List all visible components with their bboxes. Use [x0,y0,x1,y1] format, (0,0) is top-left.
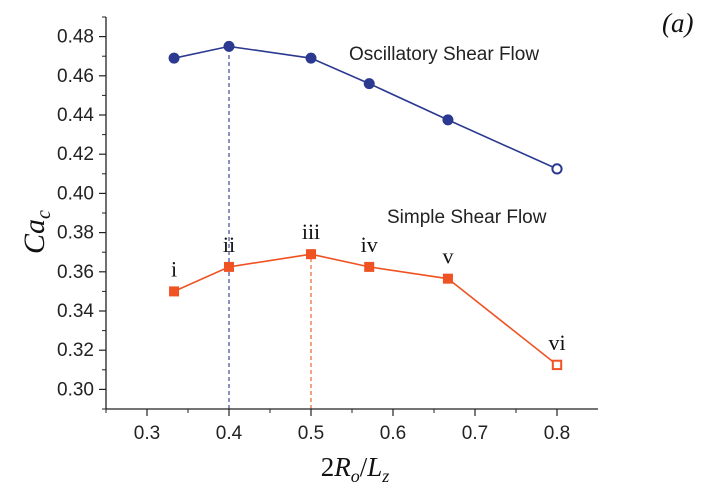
y-axis-label-main: Ca [18,219,51,254]
series-line-oscillatory [173,45,558,170]
data-point-square [551,359,563,371]
data-point-circle [305,52,317,64]
y-tick-label: 0.48 [57,27,94,48]
y-tick-label: 0.46 [57,66,94,87]
point-label: v [442,244,453,269]
data-point-circle [363,78,375,90]
data-point-circle [223,40,235,52]
y-tick-label: 0.40 [57,183,94,204]
x-tick-label: 0.3 [134,423,160,444]
point-label: iii [302,219,320,244]
y-tick-label: 0.44 [57,105,94,126]
x-axis-label-sub-r: o [351,466,360,486]
x-tick-label: 0.6 [380,423,406,444]
point-label: vi [548,330,565,355]
x-tick-label: 0.4 [216,423,243,444]
x-axis-label-slash: / [360,452,368,482]
data-point-circle [168,52,180,64]
legend-oscillatory: Oscillatory Shear Flow [349,44,539,65]
panel-label: (a) [662,8,693,38]
y-tick-label: 0.30 [57,379,94,400]
data-point-square [169,286,180,297]
x-axis-label-main: 2 [321,452,335,482]
x-tick-label: 0.7 [462,423,488,444]
data-point-square [364,261,375,272]
point-label: i [171,256,177,281]
y-axis-label-sub: c [33,210,55,219]
x-axis-label-var-r: R [333,452,351,482]
x-axis-label: 2Ro/Lz [321,452,390,486]
y-tick-label: 0.36 [57,262,94,283]
y-tick-label: 0.34 [57,301,94,322]
data-point-square [442,273,453,284]
x-tick-label: 0.8 [544,423,570,444]
point-label: iv [361,232,378,257]
legend-simple: Simple Shear Flow [387,207,547,228]
x-axis-label-sub-l: z [381,466,389,486]
x-tick-label: 0.5 [298,423,324,444]
data-point-circle [442,114,454,126]
x-axis-label-var-l: L [366,452,382,482]
y-axis-label: Cac [18,210,55,254]
data-point-square [224,261,234,272]
data-point-circle [551,163,563,175]
y-tick-label: 0.42 [57,144,94,165]
y-tick-label: 0.32 [57,340,94,361]
y-tick-label: 0.38 [57,223,94,244]
point-label: ii [223,232,235,257]
data-point-square [306,249,316,260]
series-line-simple [173,253,558,366]
